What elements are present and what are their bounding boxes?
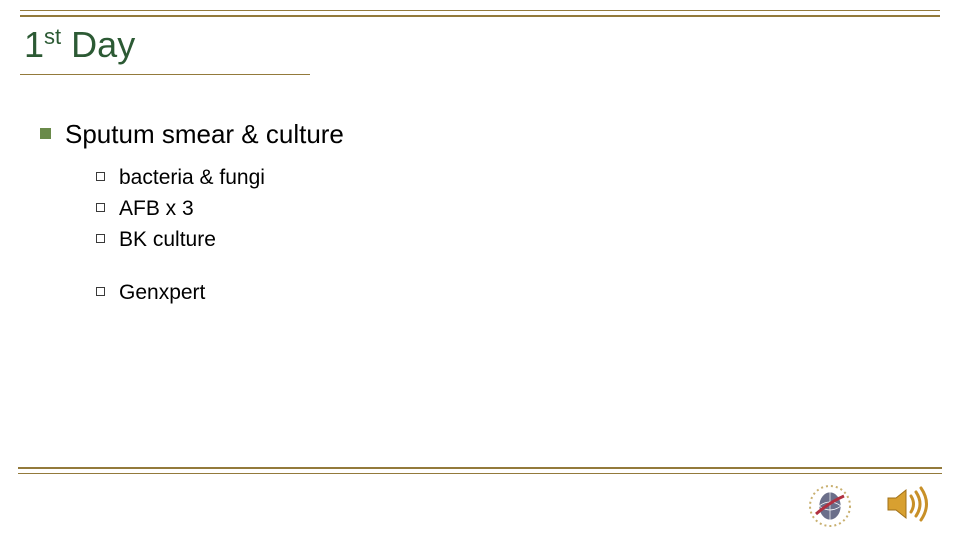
- level2-text: AFB x 3: [119, 195, 194, 222]
- level1-item: Sputum smear & culture: [40, 118, 920, 150]
- top-double-rule: [20, 10, 940, 17]
- title-number: 1: [24, 24, 44, 65]
- title-ordinal: st: [44, 24, 61, 49]
- level2-item: Genxpert: [96, 279, 920, 306]
- level2-item: bacteria & fungi: [96, 164, 920, 191]
- hollow-square-bullet-icon: [96, 203, 105, 212]
- level2-group-a: bacteria & fungi AFB x 3 BK culture Genx…: [96, 164, 920, 306]
- level2-item: BK culture: [96, 226, 920, 253]
- slide-body: Sputum smear & culture bacteria & fungi …: [40, 118, 920, 310]
- level1-text: Sputum smear & culture: [65, 118, 344, 150]
- spacer: [96, 257, 920, 279]
- hollow-square-bullet-icon: [96, 234, 105, 243]
- speaker-icon: [880, 478, 932, 530]
- title-word: Day: [71, 24, 135, 65]
- level2-item: AFB x 3: [96, 195, 920, 222]
- level2-text: bacteria & fungi: [119, 164, 265, 191]
- slide: 1st Day Sputum smear & culture bacteria …: [0, 0, 960, 540]
- hollow-square-bullet-icon: [96, 172, 105, 181]
- globe-logo-icon: [808, 484, 852, 528]
- under-title-rule: [20, 74, 310, 75]
- level2-text: BK culture: [119, 226, 216, 253]
- square-bullet-icon: [40, 128, 51, 139]
- slide-title: 1st Day: [24, 24, 135, 66]
- bottom-double-rule: [18, 467, 942, 474]
- hollow-square-bullet-icon: [96, 287, 105, 296]
- level2-text: Genxpert: [119, 279, 205, 306]
